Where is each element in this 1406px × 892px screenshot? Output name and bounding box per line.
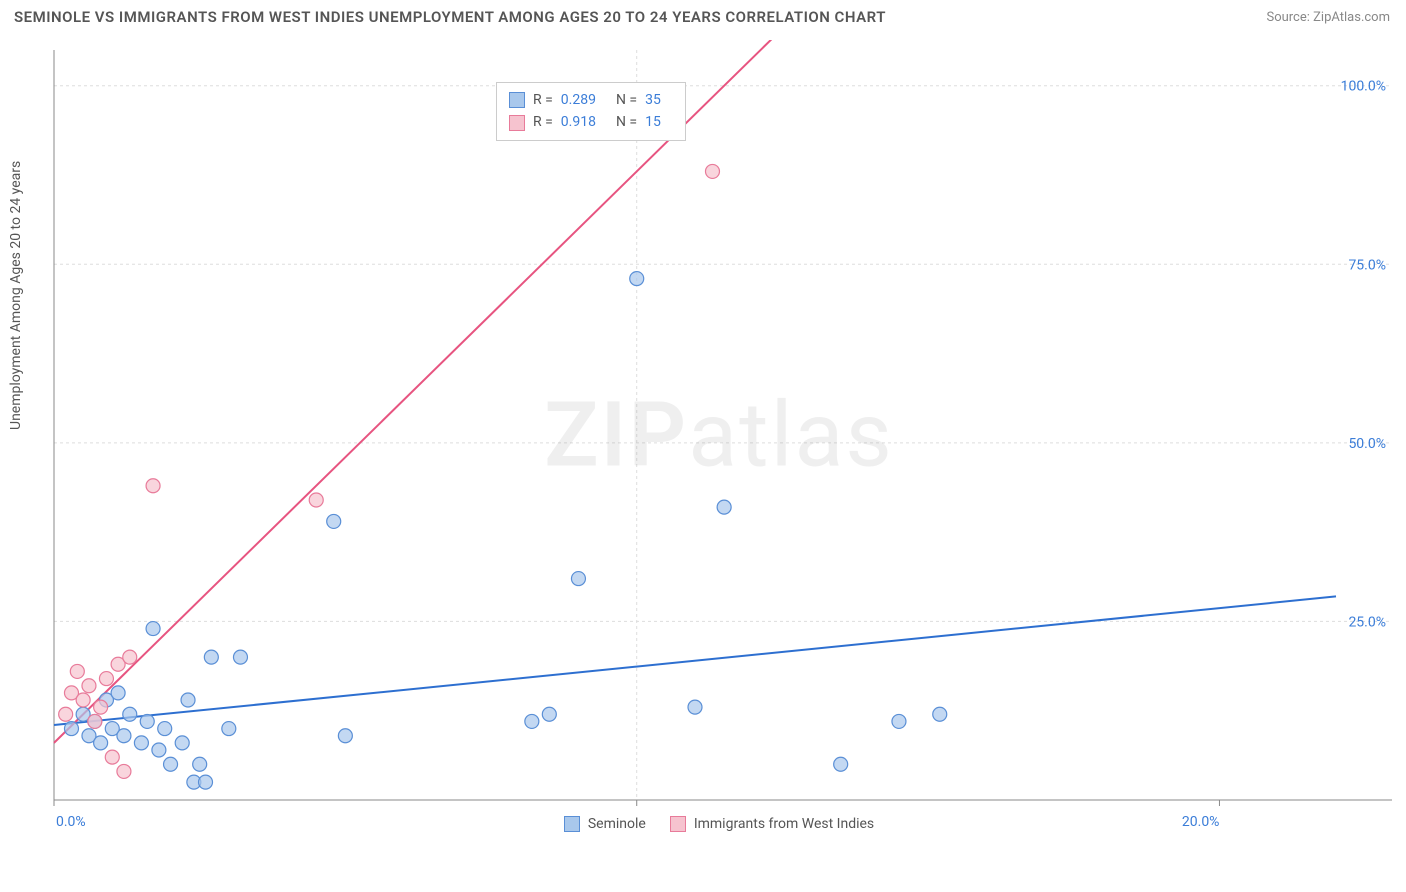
legend-swatch — [509, 92, 525, 108]
legend-top-row: R = 0.289 N = 35 — [509, 89, 673, 111]
legend-top-row: R = 0.918 N = 15 — [509, 111, 673, 133]
legend-top: R = 0.289 N = 35 R = 0.918 N = 15 — [496, 82, 686, 141]
legend-n-label: N = — [616, 89, 637, 111]
legend-series-name: Seminole — [588, 816, 646, 832]
scatter-chart: 25.0%50.0%75.0%100.0%0.0%20.0% — [46, 40, 1392, 830]
source-label: Source: ZipAtlas.com — [1266, 10, 1390, 25]
legend-swatch — [670, 816, 686, 832]
legend-swatch — [509, 115, 525, 131]
legend-series-name: Immigrants from West Indies — [694, 816, 874, 832]
svg-text:50.0%: 50.0% — [1348, 436, 1386, 452]
y-axis-label: Unemployment Among Ages 20 to 24 years — [8, 161, 24, 430]
svg-text:100.0%: 100.0% — [1341, 79, 1386, 95]
svg-text:75.0%: 75.0% — [1348, 257, 1386, 273]
legend-n-value: 35 — [645, 89, 661, 111]
chart-title: SEMINOLE VS IMMIGRANTS FROM WEST INDIES … — [14, 8, 886, 26]
legend-bottom-item: Seminole — [564, 816, 646, 832]
legend-r-label: R = — [533, 111, 553, 133]
svg-text:25.0%: 25.0% — [1348, 614, 1386, 630]
legend-n-value: 15 — [645, 111, 661, 133]
chart-area: 25.0%50.0%75.0%100.0%0.0%20.0% ZIPatlas … — [46, 40, 1392, 830]
legend-bottom: Seminole Immigrants from West Indies — [46, 816, 1392, 832]
legend-bottom-item: Immigrants from West Indies — [670, 816, 874, 832]
legend-swatch — [564, 816, 580, 832]
legend-r-value: 0.918 — [561, 111, 596, 133]
legend-r-label: R = — [533, 89, 553, 111]
legend-r-value: 0.289 — [561, 89, 596, 111]
legend-n-label: N = — [616, 111, 637, 133]
